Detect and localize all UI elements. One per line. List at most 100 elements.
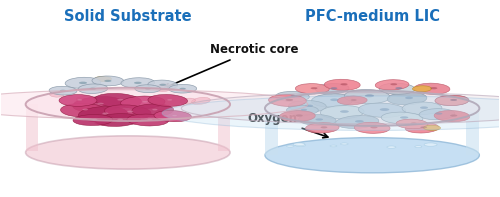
Ellipse shape <box>158 105 169 110</box>
Ellipse shape <box>338 96 367 105</box>
Polygon shape <box>265 112 278 155</box>
Ellipse shape <box>132 104 173 117</box>
Polygon shape <box>466 112 479 155</box>
Ellipse shape <box>94 76 112 82</box>
Ellipse shape <box>268 95 306 106</box>
Ellipse shape <box>316 84 349 94</box>
Ellipse shape <box>60 90 66 92</box>
Ellipse shape <box>50 91 64 97</box>
Ellipse shape <box>182 93 500 124</box>
Ellipse shape <box>286 99 293 101</box>
Ellipse shape <box>405 123 439 133</box>
Ellipse shape <box>430 87 438 89</box>
Ellipse shape <box>376 80 409 90</box>
Ellipse shape <box>412 86 432 92</box>
Ellipse shape <box>172 115 177 116</box>
Ellipse shape <box>306 123 339 133</box>
Ellipse shape <box>26 136 230 169</box>
Ellipse shape <box>370 126 378 128</box>
Ellipse shape <box>150 105 167 110</box>
Ellipse shape <box>450 99 457 101</box>
Ellipse shape <box>72 97 123 112</box>
Text: Oxygen: Oxygen <box>248 112 328 138</box>
Ellipse shape <box>156 83 172 92</box>
Ellipse shape <box>118 99 124 101</box>
Ellipse shape <box>330 145 337 147</box>
Ellipse shape <box>265 138 480 173</box>
Ellipse shape <box>306 105 313 107</box>
Ellipse shape <box>168 84 196 93</box>
Ellipse shape <box>167 99 172 101</box>
Ellipse shape <box>148 119 152 120</box>
Ellipse shape <box>450 114 458 117</box>
Ellipse shape <box>26 88 230 121</box>
Ellipse shape <box>78 99 82 101</box>
Ellipse shape <box>396 87 402 89</box>
Text: PFC-medium LIC: PFC-medium LIC <box>304 8 440 23</box>
Ellipse shape <box>76 96 97 103</box>
Ellipse shape <box>154 85 167 90</box>
Ellipse shape <box>102 112 108 114</box>
Ellipse shape <box>286 145 294 147</box>
Ellipse shape <box>415 146 422 148</box>
Ellipse shape <box>310 87 318 89</box>
Ellipse shape <box>324 79 360 90</box>
Ellipse shape <box>104 105 151 120</box>
Ellipse shape <box>94 93 142 108</box>
Ellipse shape <box>402 102 442 114</box>
Ellipse shape <box>192 97 210 104</box>
Ellipse shape <box>162 96 500 130</box>
Ellipse shape <box>355 120 364 123</box>
Ellipse shape <box>276 91 310 102</box>
Ellipse shape <box>127 111 133 112</box>
Ellipse shape <box>295 144 306 147</box>
Ellipse shape <box>106 117 118 123</box>
Ellipse shape <box>180 88 186 90</box>
Ellipse shape <box>127 114 168 126</box>
Ellipse shape <box>104 80 112 82</box>
Ellipse shape <box>400 116 408 119</box>
Ellipse shape <box>280 111 315 122</box>
Ellipse shape <box>354 122 390 133</box>
Ellipse shape <box>92 119 98 120</box>
Ellipse shape <box>94 120 110 126</box>
Ellipse shape <box>118 119 123 120</box>
Ellipse shape <box>90 88 96 90</box>
Ellipse shape <box>121 78 154 88</box>
Ellipse shape <box>396 119 428 129</box>
Ellipse shape <box>59 95 97 106</box>
Ellipse shape <box>142 101 148 103</box>
Ellipse shape <box>435 95 469 106</box>
Ellipse shape <box>152 109 158 110</box>
Ellipse shape <box>410 123 417 124</box>
Ellipse shape <box>435 112 442 115</box>
Ellipse shape <box>79 82 87 84</box>
Ellipse shape <box>74 98 93 105</box>
Ellipse shape <box>78 107 128 122</box>
Ellipse shape <box>340 83 347 85</box>
Ellipse shape <box>148 95 188 106</box>
Ellipse shape <box>316 118 323 121</box>
Ellipse shape <box>320 126 328 128</box>
Ellipse shape <box>424 143 437 146</box>
Ellipse shape <box>92 76 124 86</box>
Ellipse shape <box>296 114 303 117</box>
Ellipse shape <box>414 83 450 94</box>
Polygon shape <box>26 104 38 151</box>
Ellipse shape <box>180 98 196 104</box>
Ellipse shape <box>95 114 140 126</box>
Text: Necrotic core: Necrotic core <box>164 43 298 88</box>
Ellipse shape <box>420 106 428 109</box>
Ellipse shape <box>117 113 132 118</box>
Ellipse shape <box>73 114 113 125</box>
Ellipse shape <box>381 112 423 124</box>
Ellipse shape <box>296 84 330 94</box>
Ellipse shape <box>65 77 101 88</box>
Ellipse shape <box>135 85 160 93</box>
Ellipse shape <box>160 84 166 86</box>
Ellipse shape <box>387 146 396 148</box>
Ellipse shape <box>125 113 142 118</box>
Ellipse shape <box>450 99 457 101</box>
Ellipse shape <box>379 83 415 94</box>
Ellipse shape <box>290 95 298 97</box>
